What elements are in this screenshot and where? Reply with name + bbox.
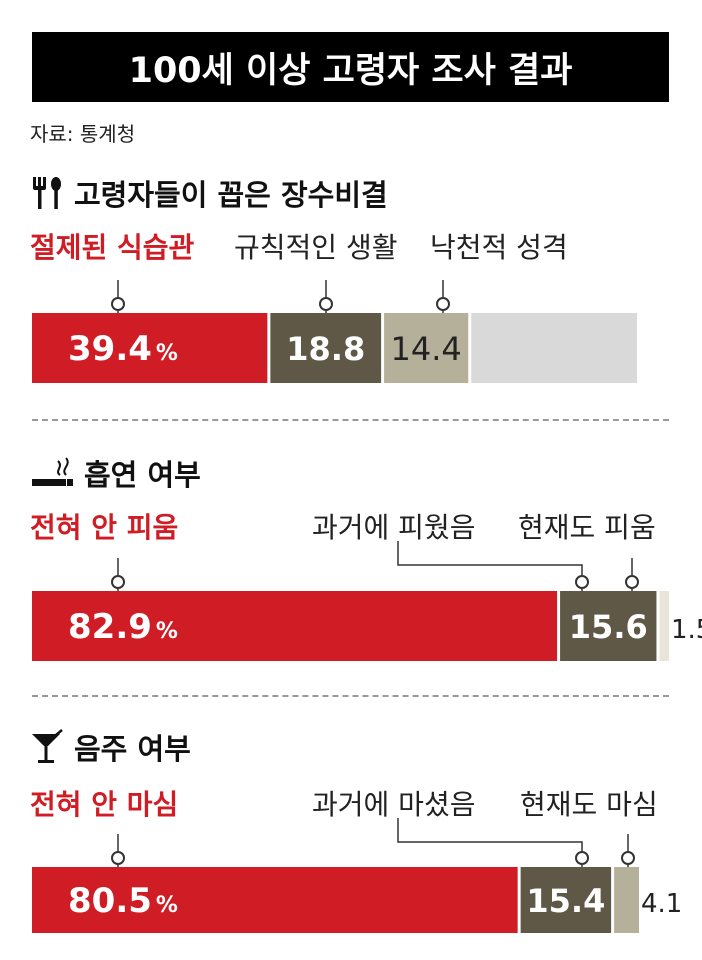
bar-segment [32,313,268,383]
cocktail-icon [32,729,63,763]
data-label: 80.5% [68,881,178,921]
data-label-value: 39.4 [68,329,152,369]
category-label: 과거에 피웠음 [312,511,476,544]
category-label: 현재도 피움 [518,511,656,544]
marker-dot [621,851,635,865]
category-label: 낙천적 성격 [430,231,568,264]
category-label: 현재도 마심 [520,788,658,821]
category-label: 과거에 마셨음 [312,788,476,821]
category-label: 절제된 식습관 [30,231,195,264]
data-label-value: 18.8 [286,330,365,368]
data-label-value: 15.4 [526,882,605,920]
data-label-unit: % [156,341,178,366]
data-label: 39.4% [68,329,178,369]
divider [32,695,669,697]
bar-segment [32,591,558,661]
data-label-unit: % [156,619,178,644]
source-label: 자료: 통계청 [30,122,136,146]
bar-segment [659,591,669,661]
data-label: 15.6 [569,608,648,646]
data-label: 4.1 [641,889,682,919]
data-label-value: 80.5 [68,881,152,921]
data-label-value: 4.1 [641,889,682,919]
section-title-longevity: 고령자들이 꼽은 장수비결 [30,172,388,214]
bar-segment [32,867,518,933]
data-label: 82.9% [68,607,178,647]
category-label: 규칙적인 생활 [234,231,398,264]
bar-segment [614,867,639,933]
leader-line [397,818,583,856]
divider [32,419,669,421]
bar-segment [384,313,469,383]
section-title-smoking: 흡연 여부 [30,452,201,494]
section-title-text: 음주 여부 [74,732,191,766]
marker-dot [111,297,125,311]
page-title: 100세 이상 고령자 조사 결과 [32,32,669,102]
data-label-unit: % [156,893,178,918]
data-label-value: 15.6 [569,608,648,646]
section-title-text: 흡연 여부 [84,458,201,492]
data-label-value: 1.5 [671,615,702,645]
marker-dot [111,575,125,589]
bar-segment [520,867,612,933]
cigarette-icon [32,457,73,486]
data-label: 15.4 [526,882,605,920]
category-label: 전혀 안 피움 [30,511,179,544]
bar-segment [560,591,657,661]
marker-dot [575,575,589,589]
bar-segment [270,313,382,383]
marker-dot [625,575,639,589]
marker-dot [575,851,589,865]
data-label: 14.4 [391,330,462,368]
section-title-drinking: 음주 여부 [30,726,191,768]
leader-line [397,541,583,580]
data-label: 1.5 [671,615,702,645]
marker-dot [111,851,125,865]
data-label-value: 14.4 [391,330,462,368]
data-label: 18.8 [286,330,365,368]
marker-dot [319,297,333,311]
fork-spoon-icon [33,177,61,209]
section-title-text: 고령자들이 꼽은 장수비결 [74,178,388,212]
data-label-value: 82.9 [68,607,152,647]
category-label: 전혀 안 마심 [30,788,179,821]
marker-dot [436,297,450,311]
bar-segment [471,313,637,383]
